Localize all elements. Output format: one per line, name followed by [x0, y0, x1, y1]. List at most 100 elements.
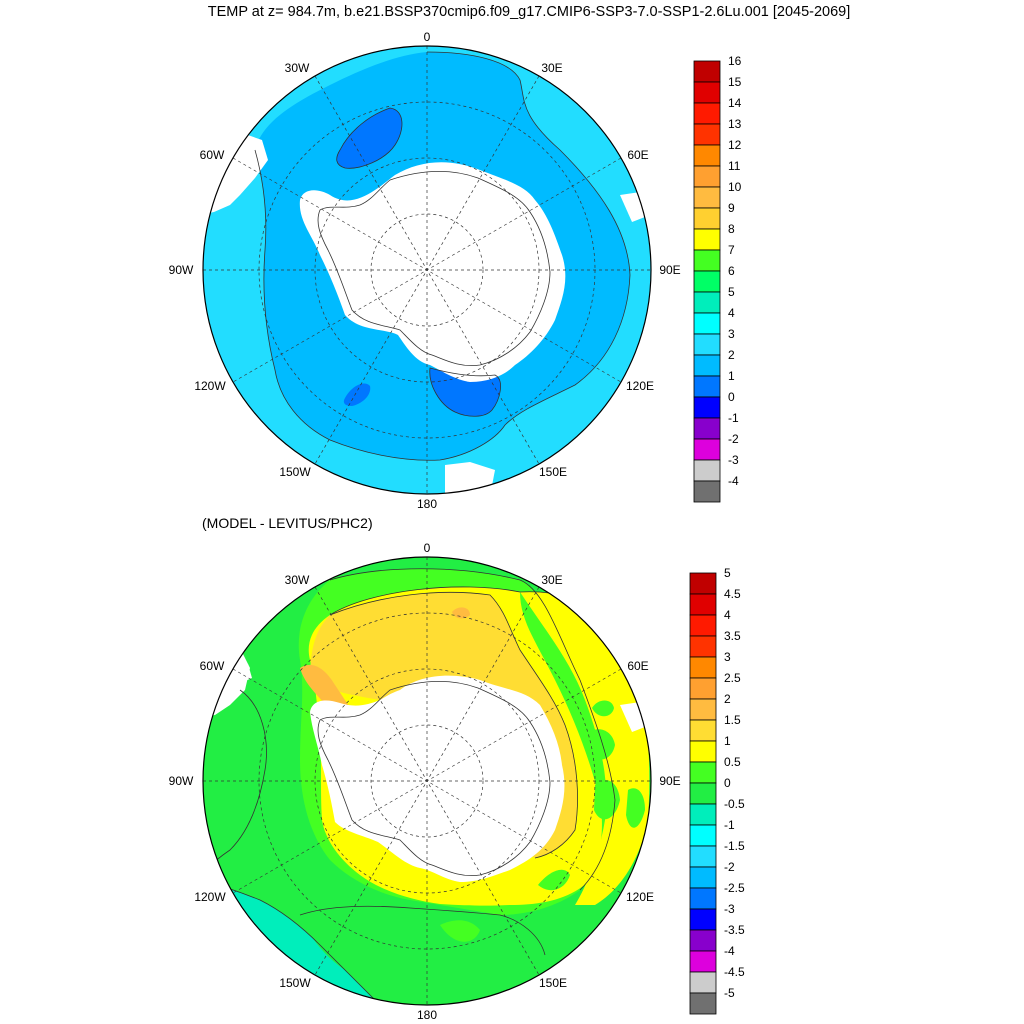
lon-label: 30W: [285, 61, 310, 75]
colorbar-swatch: [689, 635, 717, 658]
colorbar-swatch: [693, 81, 721, 104]
colorbar-swatch: [693, 186, 721, 209]
temp-patch-1to2-weddell: [336, 108, 402, 169]
colorbar-tick-label: 7: [728, 243, 735, 257]
colorbar-swatch: [689, 803, 717, 826]
diff-patch-green-south: [538, 869, 570, 891]
colorbar-swatch: [689, 761, 717, 784]
colorbar-swatch: [689, 719, 717, 742]
diff-patch-green-east4: [626, 788, 645, 828]
temperature-map-frame: [202, 45, 652, 495]
lon-label: 180: [417, 1008, 437, 1022]
lon-label: 120W: [194, 890, 226, 904]
colorbar-swatch: [693, 354, 721, 377]
colorbar-tick-label: -1: [728, 411, 739, 425]
antarctica-mask: [310, 675, 565, 882]
colorbar-swatch: [689, 656, 717, 679]
colorbar-swatch: [693, 459, 721, 482]
colorbar-tick-label: 16: [728, 54, 742, 68]
colorbar-swatch: [693, 144, 721, 167]
lon-label: 30W: [285, 573, 310, 587]
colorbar-swatch: [689, 698, 717, 721]
difference-subtitle: (MODEL - LEVITUS/PHC2): [202, 515, 373, 531]
colorbar-tick-label: -0.5: [724, 797, 745, 811]
lon-label: 60E: [627, 659, 648, 673]
colorbar-tick-label: -4: [724, 944, 735, 958]
colorbar-swatch: [693, 480, 721, 503]
colorbar-tick-label: 11: [728, 159, 741, 173]
colorbar-swatch: [689, 677, 717, 700]
colorbar-swatch: [693, 123, 721, 146]
colorbar-tick-label: 8: [728, 222, 735, 236]
colorbar-tick-label: 1.5: [724, 713, 741, 727]
diff-patch-green-east2: [586, 729, 615, 760]
temperature-map: [203, 46, 651, 494]
lon-label: 60E: [627, 148, 648, 162]
colorbar-tick-label: 3: [728, 327, 735, 341]
colorbar-swatch: [689, 887, 717, 910]
colorbar-swatch: [689, 782, 717, 805]
colorbar-tick-label: 5: [724, 566, 731, 580]
colorbar-tick-label: 3.5: [724, 629, 741, 643]
diff-region-east: [520, 591, 650, 905]
colorbar-swatch: [693, 396, 721, 419]
colorbar-swatch: [693, 102, 721, 125]
diff-patch-green-east1: [592, 700, 614, 717]
colorbar-swatch: [689, 845, 717, 868]
colorbar-swatch: [693, 312, 721, 335]
colorbar-swatch: [689, 866, 717, 889]
colorbar-swatch: [693, 438, 721, 461]
lon-label: 150W: [279, 976, 311, 990]
colorbar-swatch: [689, 740, 717, 763]
colorbar-tick-label: 4: [728, 306, 735, 320]
diff-patch-negative-sw: [210, 900, 245, 942]
colorbar-swatch: [693, 228, 721, 251]
colorbar-swatch: [693, 333, 721, 356]
colorbar-tick-label: -5: [724, 986, 735, 1000]
lon-label: 0: [424, 541, 431, 555]
colorbar-tick-label: 14: [728, 96, 742, 110]
lon-label: 180: [417, 497, 437, 511]
temp-patch-1to2-west: [343, 383, 371, 406]
colorbar-tick-label: -2: [724, 860, 735, 874]
colorbar-tick-label: -3: [724, 902, 735, 916]
lon-label: 120E: [626, 890, 654, 904]
colorbar-tick-label: 4.5: [724, 587, 741, 601]
colorbar-swatch: [693, 270, 721, 293]
colorbar-swatch: [693, 207, 721, 230]
colorbar-swatch: [693, 375, 721, 398]
lon-label: 150E: [539, 976, 567, 990]
colorbar-tick-label: 4: [724, 608, 731, 622]
lon-label: 90E: [659, 774, 680, 788]
colorbar-tick-label: -4: [728, 474, 739, 488]
colorbar-tick-label: -4.5: [724, 965, 745, 979]
colorbar-tick-label: 0: [724, 776, 731, 790]
colorbar-swatch: [689, 908, 717, 931]
colorbar-tick-label: 12: [728, 138, 742, 152]
lon-label: 90E: [659, 263, 680, 277]
lon-label: 90W: [169, 263, 194, 277]
diff-patch-south-bright: [440, 920, 480, 942]
colorbar-tick-label: 0: [728, 390, 735, 404]
colorbar-tick-label: -2: [728, 432, 739, 446]
colorbar-tick-label: 10: [728, 180, 742, 194]
colorbar-tick-label: -3: [728, 453, 739, 467]
colorbar-tick-label: 13: [728, 117, 742, 131]
colorbar-swatch: [689, 824, 717, 847]
lon-label: 30E: [541, 573, 562, 587]
lon-label: 60W: [200, 659, 225, 673]
colorbar-tick-label: -2.5: [724, 881, 745, 895]
colorbar-tick-label: 15: [728, 75, 742, 89]
antarctica-mask: [299, 162, 566, 382]
colorbar-swatch: [693, 249, 721, 272]
colorbar-tick-label: 2.5: [724, 671, 741, 685]
lon-label: 150W: [279, 465, 311, 479]
colorbar-tick-label: -3.5: [724, 923, 745, 937]
lon-label: 60W: [200, 148, 225, 162]
colorbar-swatch: [689, 593, 717, 616]
difference-colorbar: 5 4.5 4 3.5 3 2.5 2 1.5 1 0.5 0 -0.5 -1 -1.5 -2 -2.5 -3 -…: [689, 566, 745, 1015]
difference-map-frame: [202, 556, 652, 1006]
colorbar-tick-label: -1.5: [724, 839, 745, 853]
